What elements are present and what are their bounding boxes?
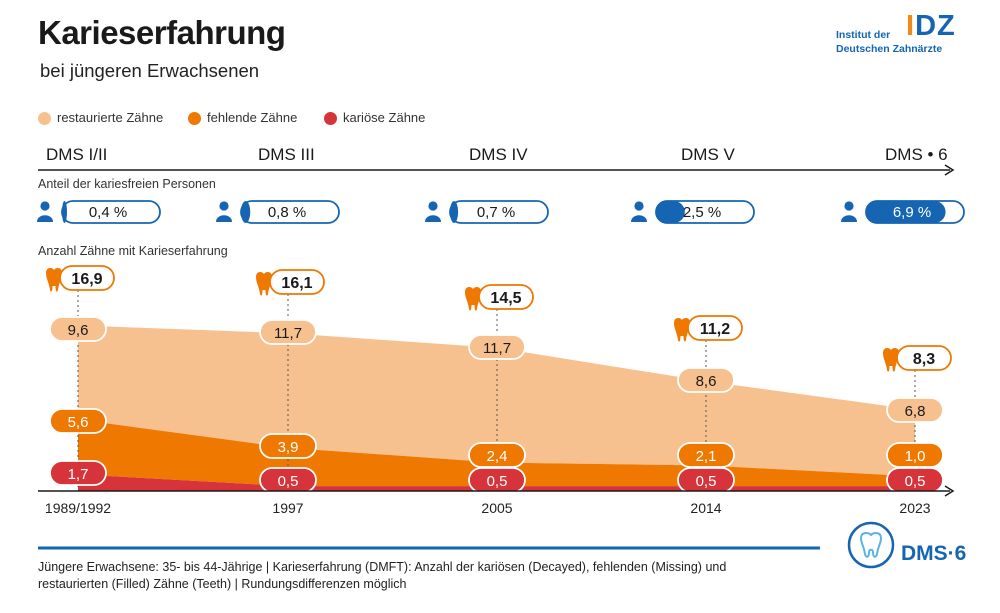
- restaurierte-value-1: 11,7: [274, 325, 302, 342]
- restaurierte-value-0: 9,6: [68, 322, 89, 339]
- fehlende-value-1: 3,9: [278, 439, 299, 456]
- total-value-3: 11,2: [700, 321, 730, 338]
- study-label-0: DMS I/II: [46, 145, 107, 164]
- person-icon-body-3: [631, 215, 647, 222]
- legend-swatch-restaurierte: [38, 112, 51, 125]
- total-pill-3: [687, 315, 743, 341]
- fehlende-value-3: 2,1: [696, 448, 717, 465]
- total-pill-0: [59, 265, 115, 291]
- tooth-icon-4: [883, 348, 899, 372]
- page-title: Karieserfahrung: [38, 14, 286, 51]
- person-icon-head-4: [844, 201, 854, 211]
- person-icon-body-0: [37, 215, 53, 222]
- karioese-pill-1: [259, 467, 317, 493]
- dms6-logo: DMS·6: [846, 520, 966, 580]
- karioese-pill-0: [49, 460, 107, 486]
- restaurierte-pill-2: [468, 334, 526, 360]
- karioese-value-1: 0,5: [278, 473, 299, 490]
- caries-free-value-4: 6,9 %: [893, 204, 931, 221]
- person-icon-head-2: [428, 201, 438, 211]
- fehlende-pill-4: [886, 442, 944, 468]
- tooth-icon-2: [465, 287, 481, 311]
- total-pill-1: [269, 269, 325, 295]
- total-value-0: 16,9: [71, 271, 102, 288]
- legend-swatch-karioese: [324, 112, 337, 125]
- x-tick-label-3: 2014: [690, 500, 721, 516]
- x-tick-label-1: 1997: [272, 500, 303, 516]
- restaurierte-pill-4: [886, 397, 944, 423]
- caries-free-fill-4: [866, 201, 946, 223]
- karioese-pill-2: [468, 467, 526, 493]
- dms6-logo-text: DMS·6: [901, 542, 967, 565]
- footer-note: Jüngere Erwachsene: 35- bis 44-Jährige |…: [38, 560, 727, 591]
- tooth-icon-3: [674, 318, 690, 342]
- idz-logo-line2: Deutschen Zahnärzte: [836, 43, 943, 55]
- x-tick-label-2: 2005: [481, 500, 512, 516]
- x-tick-label-0: 1989/1992: [45, 500, 111, 516]
- total-value-4: 8,3: [913, 351, 935, 368]
- restaurierte-value-3: 8,6: [696, 373, 717, 390]
- caries-free-fill-3: [656, 201, 685, 223]
- legend-label-restaurierte: restaurierte Zähne: [57, 110, 164, 125]
- fehlende-value-2: 2,4: [487, 448, 508, 465]
- restaurierte-pill-1: [259, 319, 317, 345]
- fehlende-value-4: 1,0: [905, 448, 926, 465]
- idz-logo-mark-rest: DZ: [915, 10, 956, 42]
- legend-label-karioese: kariöse Zähne: [343, 110, 426, 125]
- person-icon-body-1: [216, 215, 232, 222]
- study-label-1: DMS III: [258, 145, 315, 164]
- restaurierte-value-2: 11,7: [483, 340, 511, 357]
- caries-free-value-1: 0,8 %: [268, 204, 306, 221]
- fehlende-value-0: 5,6: [68, 414, 89, 431]
- idz-logo-line1: Institut der: [836, 29, 891, 41]
- x-axis-arrow: [944, 485, 955, 497]
- person-icon-head-3: [634, 201, 644, 211]
- person-icon-head-0: [40, 201, 50, 211]
- person-icon-body-4: [841, 215, 857, 222]
- tooth-icon-1: [256, 272, 272, 296]
- teeth-heading: Anzahl Zähne mit Karieserfahrung: [38, 244, 228, 258]
- x-tick-label-4: 2023: [899, 500, 930, 516]
- restaurierte-pill-0: [49, 316, 107, 342]
- karioese-pill-3: [677, 467, 735, 493]
- total-value-1: 16,1: [281, 275, 312, 292]
- study-axis-arrow: [944, 164, 955, 176]
- person-icon-body-2: [425, 215, 441, 222]
- caries-free-value-0: 0,4 %: [89, 204, 127, 221]
- fehlende-pill-0: [49, 408, 107, 434]
- study-label-2: DMS IV: [469, 145, 528, 164]
- caries-free-heading: Anteil der kariesfreien Personen: [38, 177, 216, 191]
- idz-logo-text: Institut der Deutschen Zahnärzte: [836, 28, 942, 56]
- study-label-3: DMS V: [681, 145, 736, 164]
- fehlende-pill-2: [468, 442, 526, 468]
- karioese-value-2: 0,5: [487, 473, 508, 490]
- idz-logo: Institut der Deutschen Zahnärzte IDZ: [836, 10, 966, 58]
- caries-free-fill-1: [241, 201, 251, 223]
- karioese-pill-4: [886, 467, 944, 493]
- karioese-value-0: 1,7: [68, 466, 89, 483]
- fehlende-pill-3: [677, 442, 735, 468]
- caries-free-fill-2: [450, 201, 459, 223]
- legend-label-fehlende: fehlende Zähne: [207, 110, 298, 125]
- karioese-value-3: 0,5: [696, 473, 717, 490]
- idz-logo-mark: IDZ: [906, 10, 956, 43]
- idz-logo-mark-bar: I: [906, 10, 916, 42]
- total-pill-4: [896, 345, 952, 371]
- legend-swatch-fehlende: [188, 112, 201, 125]
- tooth-icon-0: [46, 268, 62, 292]
- karioese-value-4: 0,5: [905, 473, 926, 490]
- person-icon-head-1: [219, 201, 229, 211]
- restaurierte-value-4: 6,8: [905, 403, 926, 420]
- study-label-4: DMS • 6: [885, 145, 948, 164]
- total-value-2: 14,5: [490, 290, 521, 307]
- caries-free-fill-0: [62, 201, 67, 223]
- page-subtitle: bei jüngeren Erwachsenen: [40, 60, 260, 81]
- total-pill-2: [478, 284, 534, 310]
- restaurierte-pill-3: [677, 367, 735, 393]
- caries-free-value-2: 0,7 %: [477, 204, 515, 221]
- dms6-tooth-icon: [847, 521, 895, 569]
- caries-free-value-3: 2,5 %: [683, 204, 721, 221]
- fehlende-pill-1: [259, 433, 317, 459]
